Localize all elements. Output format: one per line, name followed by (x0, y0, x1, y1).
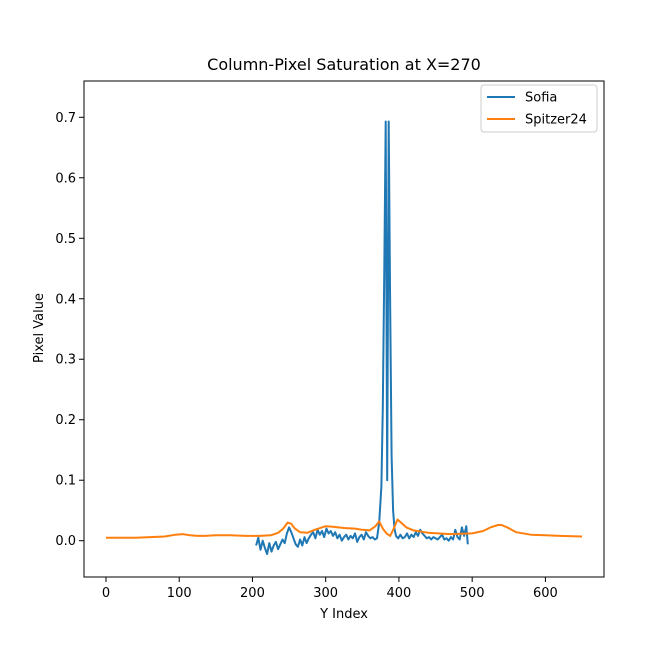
axes-layer: 0 100 200 300 400 500 600 0.0 0.1 0.2 0.3 0.4 0.5 0.6… (55, 80, 605, 601)
x-axis-label: Y Index (319, 607, 368, 622)
legend-label-1: Spitzer24 (525, 113, 587, 128)
plot-frame (83, 80, 605, 578)
x-tick-label: 600 (533, 586, 558, 601)
chart-title: Column-Pixel Saturation at X=270 (207, 55, 481, 74)
y-tick-label: 0.5 (55, 232, 76, 247)
series-layer (106, 120, 583, 555)
series-line-1 (106, 518, 583, 539)
y-tick-label: 0.0 (55, 534, 76, 549)
y-tick-label: 0.4 (55, 292, 76, 307)
x-tick-label: 300 (313, 586, 338, 601)
y-tick-label: 0.7 (55, 111, 76, 126)
y-tick-label: 0.3 (55, 353, 76, 368)
x-tick-label: 100 (167, 586, 192, 601)
y-tick-label: 0.1 (55, 474, 76, 489)
x-tick-label: 200 (240, 586, 265, 601)
x-tick-label: 500 (460, 586, 485, 601)
y-tick-label: 0.6 (55, 171, 76, 186)
legend: Sofia Spitzer24 (480, 84, 598, 133)
y-tick-label: 0.2 (55, 413, 76, 428)
legend-label-0: Sofia (525, 91, 557, 106)
x-tick-label: 0 (102, 586, 110, 601)
series-line-0 (255, 120, 469, 555)
x-tick-label: 400 (387, 586, 412, 601)
y-axis-label: Pixel Value (32, 293, 47, 363)
